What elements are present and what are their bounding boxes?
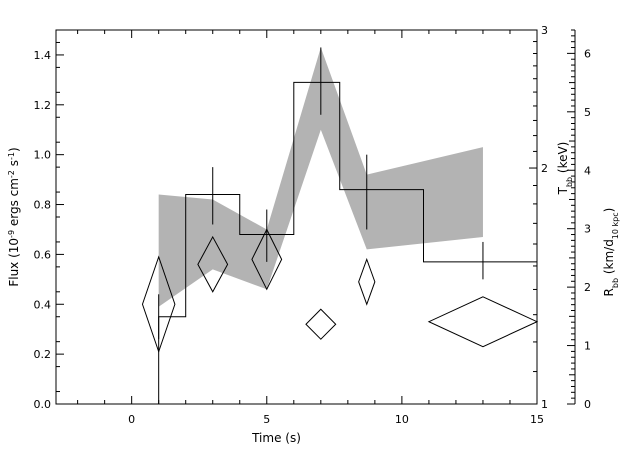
radius-diamond bbox=[197, 235, 229, 293]
x-tick-label: 10 bbox=[395, 413, 409, 426]
radius-tick-label: 1 bbox=[584, 340, 591, 353]
radius-tick-label: 6 bbox=[584, 47, 591, 60]
kt-tick-label: 2 bbox=[541, 162, 548, 175]
radius-tick-label: 4 bbox=[584, 164, 591, 177]
y-tick-label: 1.4 bbox=[34, 49, 52, 62]
radius-diamond bbox=[427, 296, 539, 348]
kt-tick-label: 3 bbox=[541, 24, 548, 37]
x-tick-label: 0 bbox=[128, 413, 135, 426]
kt-axis-label: Tbb (keV) bbox=[556, 142, 574, 196]
y-axis-label: Flux (10-9 ergs cm-2 s-1) bbox=[7, 147, 22, 286]
radius-diamond bbox=[305, 308, 337, 340]
y-tick-label: 0.0 bbox=[34, 398, 52, 411]
radius-tick-label: 3 bbox=[584, 223, 591, 236]
kt-tick-label: 1 bbox=[541, 398, 548, 411]
y-tick-label: 1.0 bbox=[34, 149, 52, 162]
radius-diamond bbox=[358, 257, 376, 306]
radius-tick-label: 2 bbox=[584, 281, 591, 294]
x-tick-label: 5 bbox=[263, 413, 270, 426]
y-tick-label: 0.6 bbox=[34, 248, 52, 261]
radius-diamond bbox=[141, 255, 176, 354]
y-tick-label: 0.2 bbox=[34, 348, 52, 361]
kt-band bbox=[158, 47, 483, 307]
flux-histogram bbox=[158, 81, 537, 404]
y-tick-label: 0.4 bbox=[34, 298, 52, 311]
radius-tick-label: 5 bbox=[584, 106, 591, 119]
radius-axis-label: Rbb (km/d10 kpc) bbox=[602, 208, 620, 297]
radius-tick-label: 0 bbox=[584, 398, 591, 411]
radius-diamond bbox=[251, 228, 283, 291]
y-tick-label: 0.8 bbox=[34, 199, 52, 212]
y-tick-label: 1.2 bbox=[34, 99, 52, 112]
x-axis-label: Time (s) bbox=[251, 431, 301, 445]
x-tick-label: 15 bbox=[530, 413, 544, 426]
